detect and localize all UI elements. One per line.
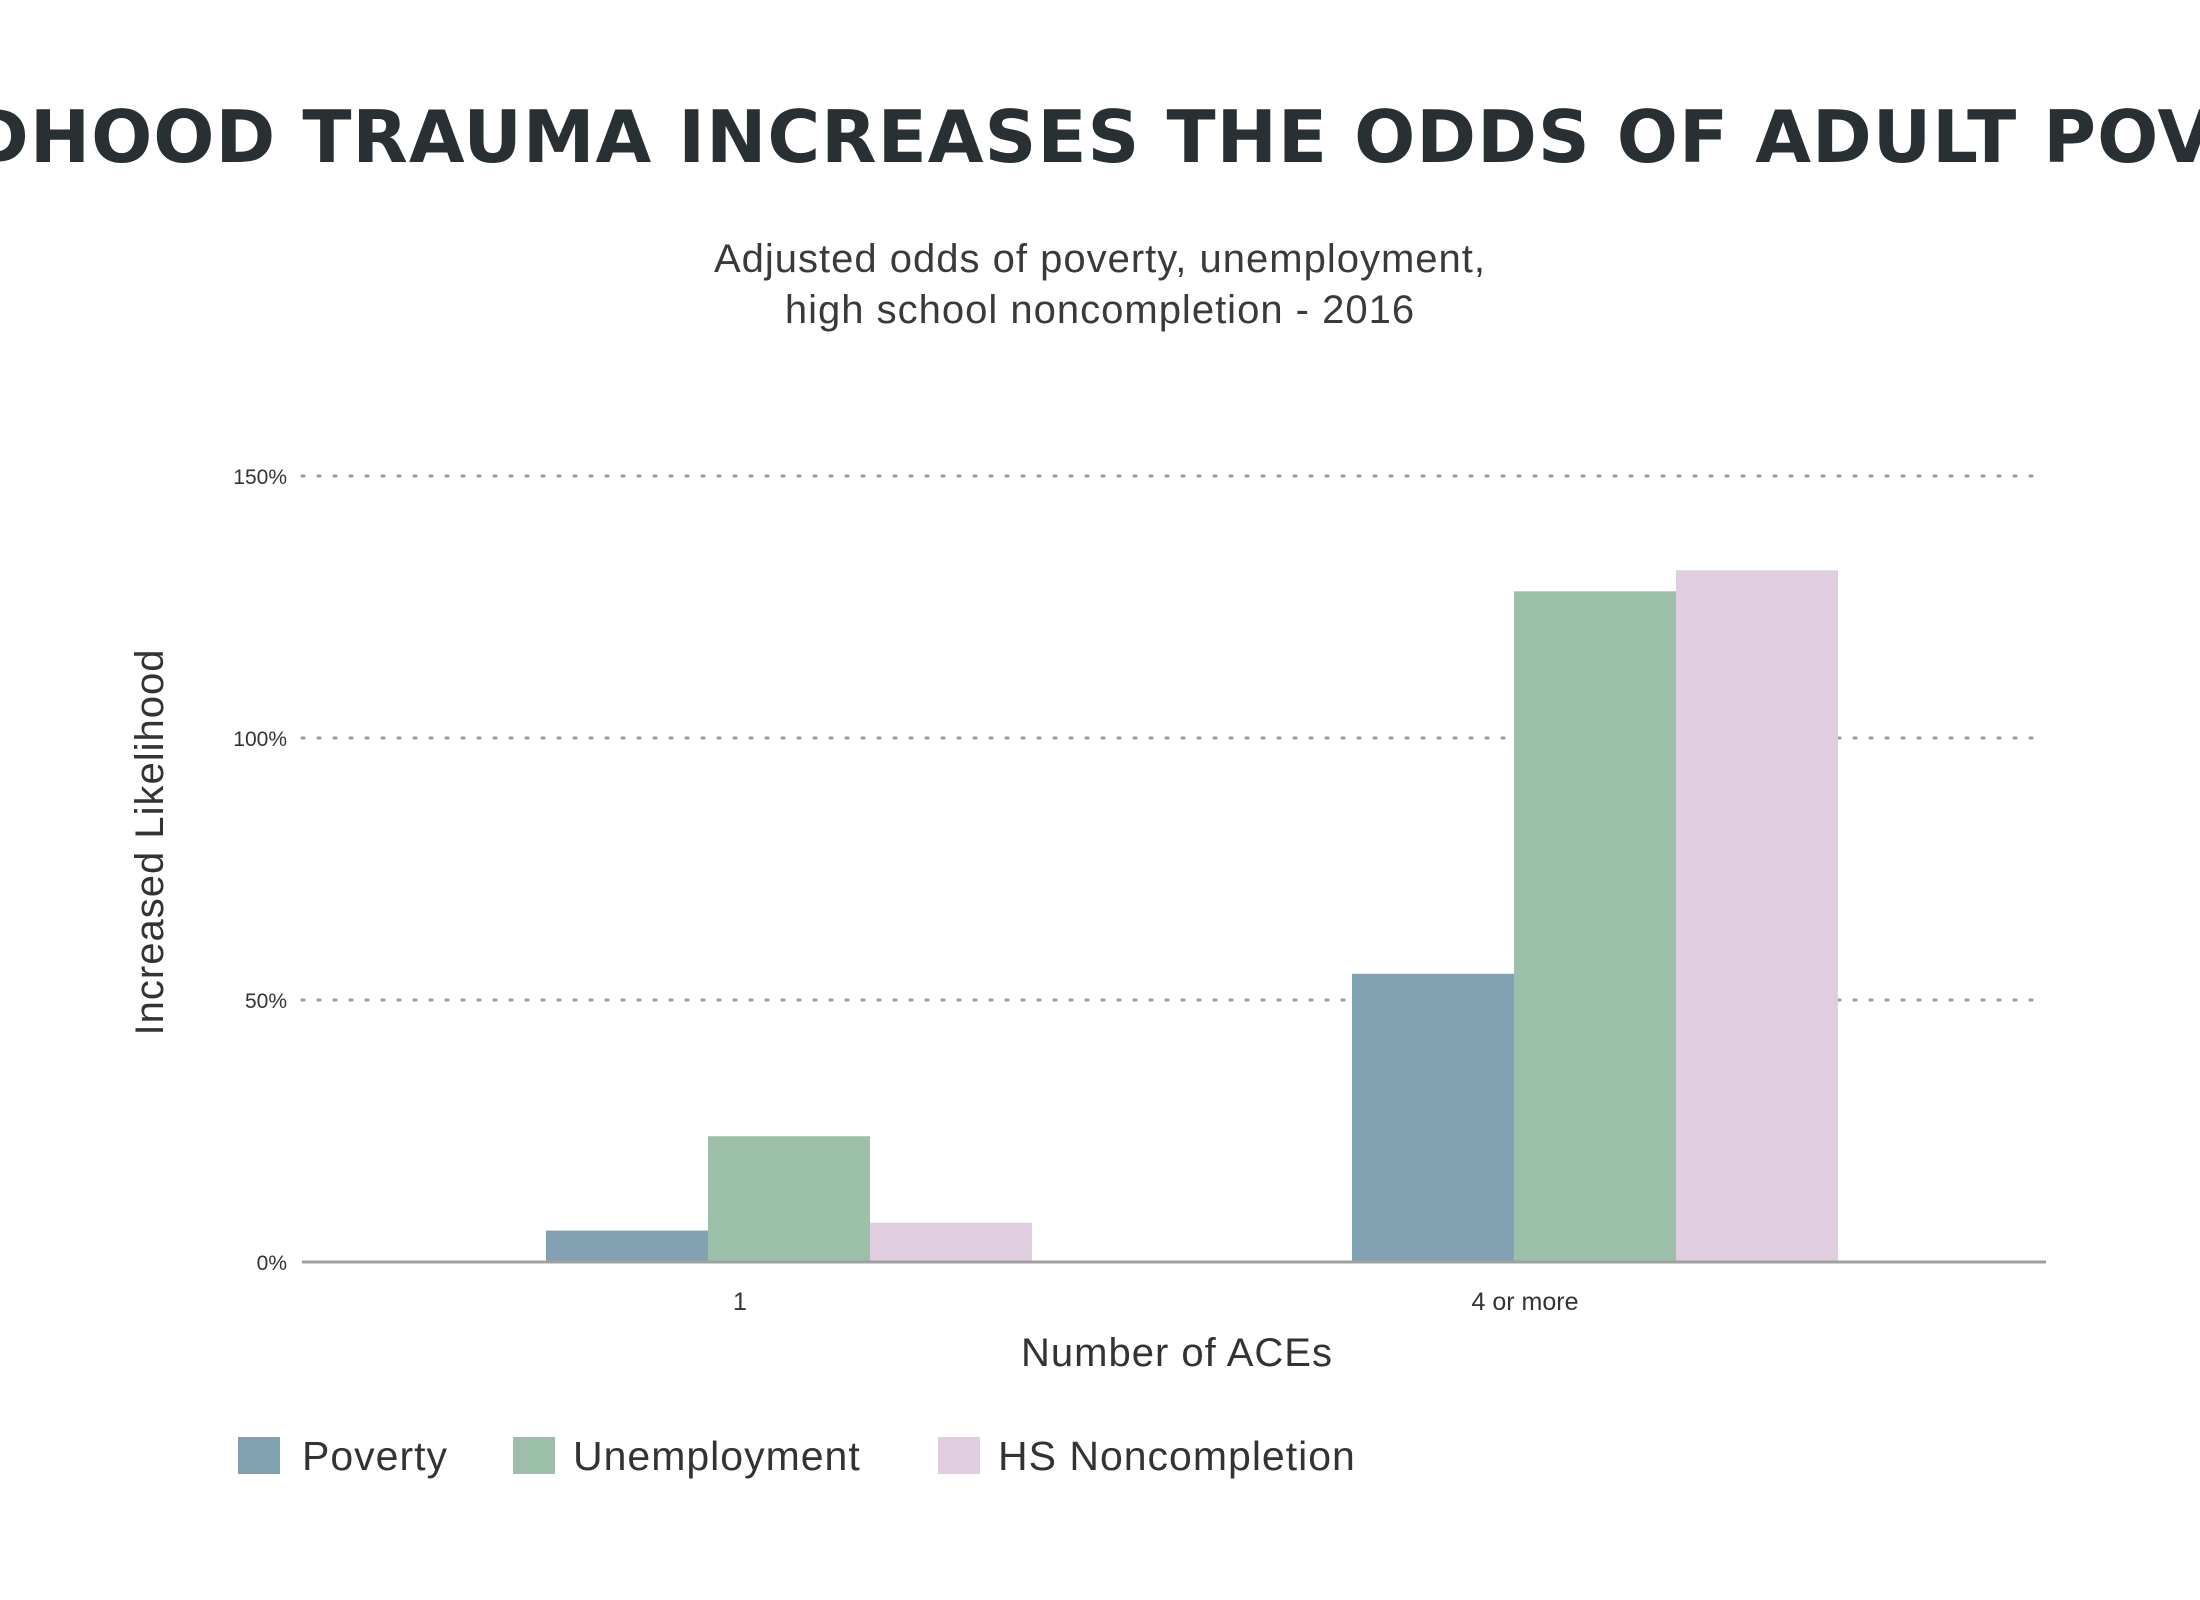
x-axis-categories: 1 4 or more [733, 1288, 1578, 1316]
legend-label: Poverty [302, 1433, 448, 1479]
legend: Poverty Unemployment HS Noncompletion [238, 1433, 1356, 1479]
x-category-label: 1 [733, 1288, 747, 1316]
y-tick-label: 50% [245, 990, 287, 1013]
y-tick-label: 150% [233, 466, 287, 489]
bar-unemployment-1 [1514, 591, 1676, 1262]
x-category-label: 4 or more [1472, 1288, 1579, 1316]
legend-swatch-unemployment [513, 1437, 555, 1474]
y-axis-ticks: 0% 50% 100% 150% [233, 466, 287, 1275]
legend-swatch-poverty [238, 1437, 280, 1474]
bars [546, 570, 1838, 1262]
bar-unemployment-0 [708, 1136, 870, 1262]
y-tick-label: 0% [257, 1252, 287, 1275]
y-axis-label: Increased Likelihood [128, 649, 172, 1036]
bar-hs-noncompletion-1 [1676, 570, 1838, 1262]
x-axis-label: Number of ACEs [1021, 1331, 1333, 1375]
gridlines [300, 474, 2048, 1002]
legend-label: HS Noncompletion [998, 1433, 1356, 1479]
bar-poverty-0 [546, 1230, 708, 1262]
chart-title: CHILDHOOD TRAUMA INCREASES THE ODDS OF A… [0, 95, 2200, 179]
y-tick-label: 100% [233, 728, 287, 751]
chart-subtitle-line-2: high school noncompletion - 2016 [785, 288, 1415, 332]
chart-subtitle-line-1: Adjusted odds of poverty, unemployment, [714, 237, 1486, 281]
legend-label: Unemployment [573, 1433, 861, 1479]
legend-swatch-hs-noncompletion [938, 1437, 980, 1474]
bar-hs-noncompletion-0 [870, 1222, 1032, 1262]
bar-poverty-1 [1352, 973, 1514, 1262]
